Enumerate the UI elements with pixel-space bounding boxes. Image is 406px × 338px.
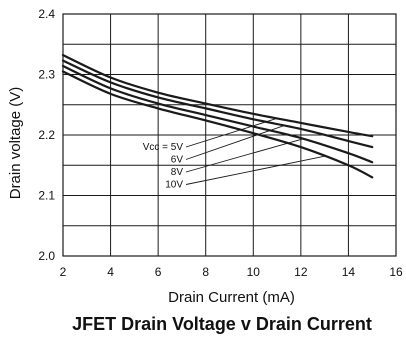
x-tick-label: 12 <box>294 265 308 279</box>
series-line <box>63 66 372 162</box>
x-tick-label: 16 <box>389 265 403 279</box>
x-tick-label: 2 <box>60 265 67 279</box>
series-label: Vcc = 5V <box>143 142 184 153</box>
y-tick-label: 2.2 <box>38 128 55 142</box>
series-label: 6V <box>171 155 184 166</box>
grid <box>63 14 396 256</box>
y-axis-label: Drain voltage (V) <box>7 87 24 200</box>
series-leader-line <box>186 139 303 172</box>
y-tick-label: 2.1 <box>38 189 55 203</box>
series-line <box>63 61 372 148</box>
y-tick-label: 2.3 <box>38 68 55 82</box>
y-tick-label: 2.0 <box>38 249 55 263</box>
x-tick-label: 4 <box>107 265 114 279</box>
y-tick-label: 2.4 <box>38 7 55 21</box>
series-leader-line <box>186 156 325 184</box>
chart-title: JFET Drain Voltage v Drain Current <box>72 314 372 334</box>
x-axis-label: Drain Current (mA) <box>168 289 295 306</box>
x-tick-label: 6 <box>155 265 162 279</box>
series-label: 8V <box>171 167 184 178</box>
series-lines <box>63 55 372 177</box>
x-tick-label: 14 <box>342 265 356 279</box>
x-tick-label: 8 <box>202 265 209 279</box>
x-tick-label: 10 <box>247 265 261 279</box>
series-label: 10V <box>165 180 183 191</box>
